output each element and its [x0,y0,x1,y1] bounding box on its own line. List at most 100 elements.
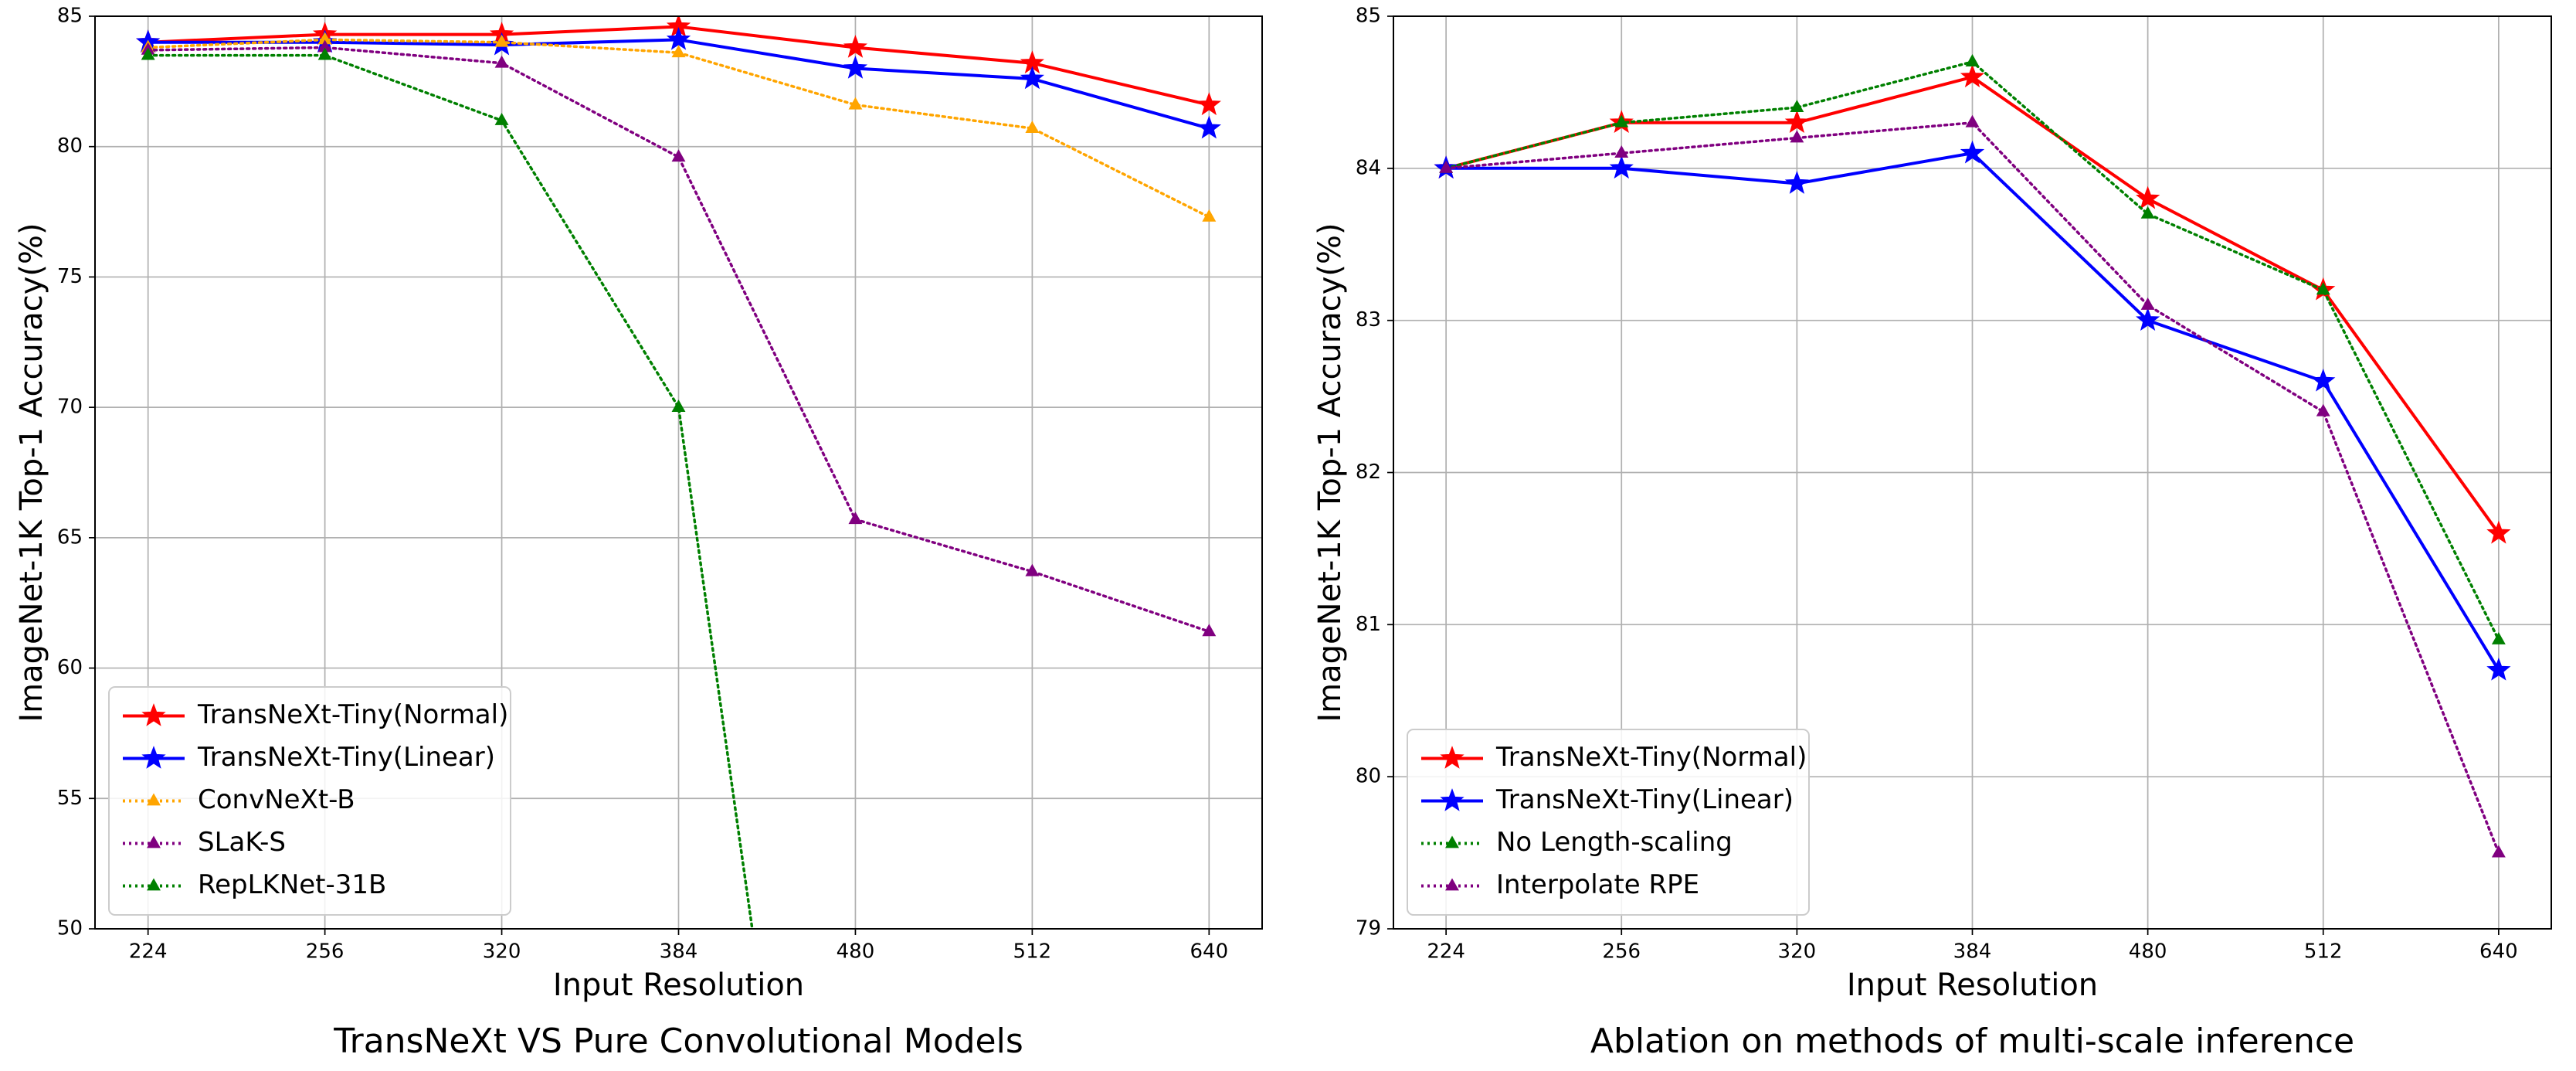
legend-label: ConvNeXt-B [198,784,355,815]
x-tick-label: 320 [483,940,521,964]
y-tick-label: 81 [1356,613,1381,636]
legend-box [108,686,511,916]
marker [1440,788,1464,811]
marker [1960,64,1985,88]
y-tick-label: 83 [1356,308,1381,332]
marker [1439,160,1454,173]
marker [1196,92,1221,116]
chart-title: Ablation on methods of multi-scale infer… [1590,1022,2354,1061]
marker [843,35,868,58]
marker [1784,110,1809,134]
y-tick-label: 60 [57,656,83,679]
marker [1790,130,1804,143]
plot-area [136,16,1221,929]
y-tick-label: 80 [1356,765,1381,788]
marker [2316,403,2330,416]
legend: TransNeXt-Tiny(Normal) TransNeXt-Tiny(Lin… [108,686,511,916]
legend-label: RepLKNet-31B [198,869,386,900]
marker [1445,878,1459,891]
y-tick-label: 85 [1356,5,1381,28]
marker [2311,368,2336,392]
marker [2491,845,2506,858]
legend: TransNeXt-Tiny(Normal) TransNeXt-Tiny(Lin… [1407,729,1810,916]
marker [1614,114,1629,128]
axes-frame [94,15,1263,930]
chart-title: TransNeXt VS Pure Convolutional Models [333,1022,1023,1061]
x-tick-label: 480 [2129,940,2167,964]
x-tick-label: 512 [1013,940,1052,964]
marker [1025,563,1040,576]
marker [2486,657,2511,681]
marker [671,400,686,413]
marker [141,47,155,60]
marker [141,703,166,726]
x-tick-label: 640 [1190,940,1228,964]
x-axis-label: Input Resolution [1847,967,2098,1003]
marker [1202,624,1217,637]
marker [1202,209,1217,222]
y-tick-label: 84 [1356,156,1381,179]
y-tick-label: 70 [57,396,83,419]
marker [1440,746,1464,769]
marker [317,47,332,60]
x-tick-label: 480 [837,940,875,964]
marker [1614,145,1629,158]
marker [141,746,166,769]
legend-label: Interpolate RPE [1496,869,1699,900]
marker [1025,121,1040,133]
marker [671,45,686,58]
y-axis-label: ImageNet-1K Top-1 Accuracy(%) [1312,223,1348,722]
marker [2140,297,2155,310]
marker [1445,835,1459,848]
marker [2136,185,2160,209]
plot-area [1434,54,2511,858]
marker [1020,66,1044,90]
marker [2486,520,2511,544]
x-tick-label: 320 [1778,940,1817,964]
x-tick-label: 384 [660,940,698,964]
marker [1784,171,1809,194]
y-tick-label: 65 [57,525,83,549]
marker [848,512,863,525]
marker [1965,114,1980,128]
marker [1790,100,1804,112]
y-tick-label: 75 [57,265,83,288]
marker [2491,631,2506,644]
legend-box [1407,729,1810,916]
marker [147,878,161,891]
marker [1609,155,1634,179]
marker [147,835,161,848]
y-tick-label: 80 [57,134,83,158]
x-tick-label: 512 [2304,940,2343,964]
subplot: 79 80 81 82 83 84 85 224 256 320 384 480 512 640 Input… [1312,5,2552,1061]
x-tick-label: 256 [306,940,344,964]
marker [2136,308,2160,331]
marker [671,149,686,162]
legend-label: TransNeXt-Tiny(Linear) [1495,784,1794,815]
marker [2140,206,2155,219]
legend-label: SLaK-S [198,827,286,858]
legend-label: TransNeXt-Tiny(Normal) [1495,742,1807,773]
x-tick-label: 256 [1602,940,1641,964]
x-tick-label: 224 [1427,940,1465,964]
marker [1960,140,1985,164]
y-tick-label: 50 [57,917,83,940]
marker [1196,115,1221,139]
marker [666,26,691,50]
x-axis-label: Input Resolution [553,967,804,1003]
marker [843,56,868,79]
legend-label: TransNeXt-Tiny(Linear) [197,742,495,773]
y-axis-label: ImageNet-1K Top-1 Accuracy(%) [14,223,49,722]
y-tick-label: 82 [1356,461,1381,484]
marker [1965,54,1980,66]
y-tick-label: 55 [57,787,83,810]
marker [494,34,509,47]
marker [848,97,863,110]
x-tick-label: 384 [1953,940,1992,964]
axes-frame [1393,15,2552,930]
x-tick-label: 224 [129,940,168,964]
x-tick-label: 640 [2479,940,2518,964]
legend-label: TransNeXt-Tiny(Normal) [197,699,508,730]
